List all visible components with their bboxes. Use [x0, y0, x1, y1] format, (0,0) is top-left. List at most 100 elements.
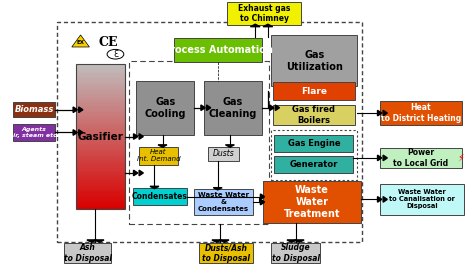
Polygon shape [87, 240, 97, 242]
Polygon shape [377, 197, 382, 202]
Polygon shape [139, 134, 143, 139]
Polygon shape [94, 240, 104, 242]
Bar [380, 101, 462, 125]
Bar [227, 2, 301, 25]
Text: Sludge
to Disposal: Sludge to Disposal [272, 243, 319, 263]
Polygon shape [134, 134, 138, 139]
Bar [76, 180, 125, 183]
Bar [139, 147, 178, 165]
Bar [76, 163, 125, 166]
Bar [76, 192, 125, 195]
Bar [76, 168, 125, 171]
Bar [273, 82, 355, 100]
Bar [76, 171, 125, 173]
Bar [76, 136, 125, 139]
Polygon shape [79, 107, 83, 112]
Bar [76, 200, 125, 202]
Text: Gas fired
Boilers: Gas fired Boilers [292, 105, 336, 125]
Text: Biomass: Biomass [14, 105, 54, 114]
Polygon shape [226, 145, 234, 147]
Bar [76, 95, 125, 98]
Polygon shape [275, 105, 280, 111]
Bar [76, 124, 125, 127]
Bar [76, 102, 125, 105]
Polygon shape [260, 194, 264, 200]
Polygon shape [383, 155, 387, 161]
Bar [76, 187, 125, 190]
Bar [76, 127, 125, 129]
Bar [273, 105, 355, 125]
Bar [76, 122, 125, 124]
Polygon shape [250, 24, 260, 27]
Bar [76, 183, 125, 185]
Bar [76, 185, 125, 187]
Polygon shape [134, 170, 138, 176]
Bar [76, 175, 125, 178]
Bar [76, 204, 125, 207]
Polygon shape [377, 155, 382, 161]
Bar [271, 130, 357, 180]
Text: Agents
(air, steam etc.): Agents (air, steam etc.) [6, 127, 62, 138]
Text: Power
to Local Grid: Power to Local Grid [393, 148, 448, 168]
Bar [76, 73, 125, 76]
Polygon shape [201, 105, 205, 111]
Bar [76, 149, 125, 151]
Bar [76, 207, 125, 210]
Text: CE: CE [99, 36, 118, 49]
Bar [380, 184, 464, 215]
Text: EX: EX [77, 40, 84, 45]
Bar [76, 98, 125, 100]
Bar [76, 110, 125, 112]
Bar [204, 81, 262, 134]
Bar [57, 22, 362, 242]
Bar [76, 144, 125, 146]
Text: Process Automation: Process Automation [163, 45, 273, 55]
Bar [380, 148, 462, 168]
Text: ⚡: ⚡ [457, 153, 464, 163]
Bar [76, 161, 125, 163]
Text: Gas
Cleaning: Gas Cleaning [209, 97, 257, 119]
Bar [209, 147, 238, 161]
Bar [76, 66, 125, 68]
Polygon shape [263, 24, 273, 27]
Polygon shape [260, 199, 264, 205]
Polygon shape [383, 110, 387, 116]
Polygon shape [213, 188, 222, 190]
Bar [76, 76, 125, 78]
Text: Dusts/Ash
to Disposal: Dusts/Ash to Disposal [202, 243, 250, 263]
Polygon shape [294, 240, 304, 242]
Bar [271, 36, 357, 86]
Bar [76, 132, 125, 134]
Bar [76, 83, 125, 86]
Bar [199, 243, 253, 263]
Text: Exhaust gas
to Chimney: Exhaust gas to Chimney [238, 4, 291, 23]
Text: Dusts: Dusts [213, 149, 234, 158]
Bar [64, 243, 111, 263]
Bar [76, 178, 125, 180]
Text: Waste Water
&
Condensates: Waste Water & Condensates [198, 192, 249, 212]
Text: Ash
to Disposal: Ash to Disposal [64, 243, 111, 263]
Polygon shape [72, 35, 90, 47]
Polygon shape [287, 240, 297, 242]
Bar [137, 81, 194, 134]
Text: Heat
Int. Demand: Heat Int. Demand [137, 149, 180, 162]
Bar [76, 119, 125, 122]
Bar [76, 115, 125, 117]
Bar [76, 63, 125, 66]
Bar [13, 124, 55, 141]
Bar [76, 134, 125, 136]
Text: Condensates: Condensates [132, 192, 188, 201]
Bar [76, 107, 125, 110]
Bar [263, 181, 361, 223]
Polygon shape [158, 145, 167, 147]
Bar [76, 156, 125, 158]
Bar [76, 90, 125, 93]
Bar [76, 112, 125, 115]
Bar [76, 146, 125, 149]
Polygon shape [150, 186, 159, 189]
Text: Gasifier: Gasifier [77, 132, 123, 141]
Bar [76, 63, 125, 210]
Text: Gas Engine: Gas Engine [288, 139, 340, 148]
Polygon shape [219, 240, 229, 242]
Polygon shape [383, 197, 387, 202]
